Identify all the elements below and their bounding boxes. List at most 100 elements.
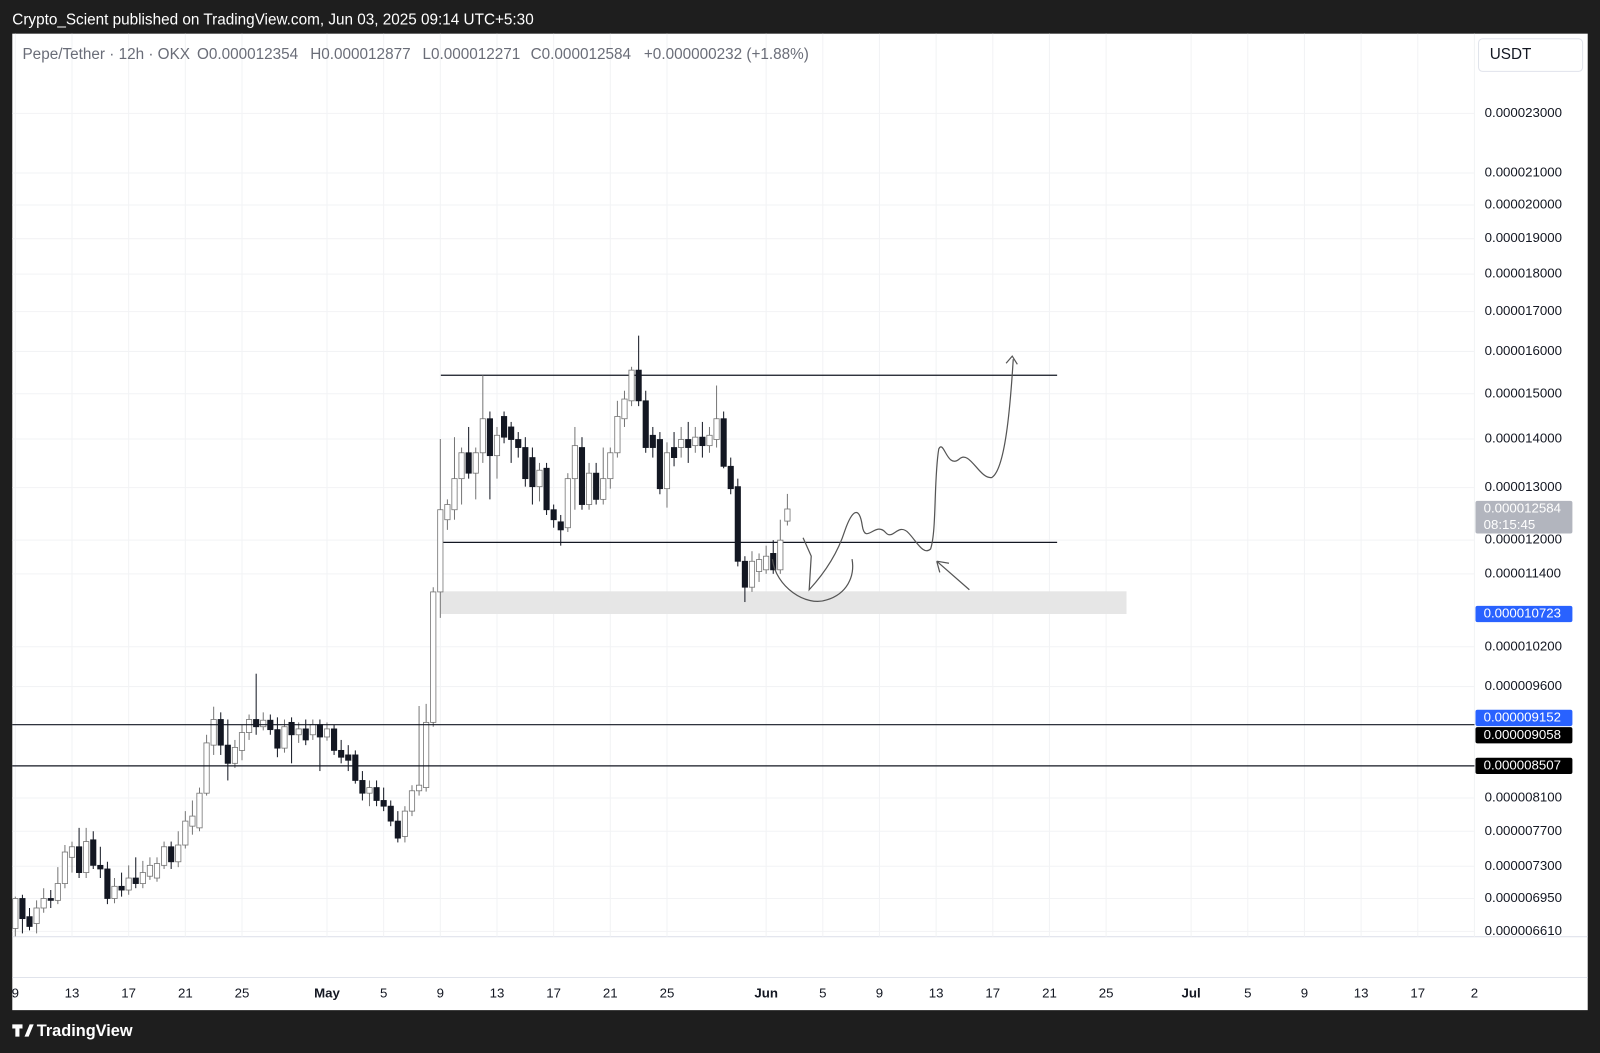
candle-body — [316, 724, 323, 738]
projection-path — [802, 359, 1014, 592]
candle-body — [586, 472, 593, 505]
candle-body — [458, 452, 465, 480]
x-tick-label: 5 — [819, 985, 826, 1000]
candle-body — [33, 907, 40, 924]
grid — [12, 33, 1475, 937]
ohlc-close: C0.000012584 — [531, 46, 632, 63]
candle-body — [323, 728, 331, 738]
chart-panel — [12, 33, 1588, 1011]
publish-info: Crypto_Scient published on TradingView.c… — [12, 11, 533, 28]
candle-body — [352, 754, 359, 781]
y-tick-label: 0.000008100 — [1485, 790, 1562, 805]
y-tick-label: 0.000019000 — [1485, 230, 1562, 245]
candle-body — [593, 472, 600, 500]
candle-body — [600, 478, 607, 500]
candle-body — [260, 719, 267, 728]
candle-body — [678, 439, 685, 448]
currency-label[interactable]: USDT — [1490, 46, 1532, 63]
drawings — [771, 355, 1018, 602]
candle-body — [621, 398, 628, 420]
candle-body — [472, 452, 479, 474]
candle-body — [309, 724, 316, 736]
y-tick-label: 0.000021000 — [1485, 165, 1562, 180]
y-tick-label: 0.000007300 — [1485, 858, 1562, 873]
candle-body — [111, 885, 118, 899]
candle-body — [465, 452, 472, 474]
arrow — [936, 560, 970, 591]
candle-body — [224, 744, 231, 764]
candle-body — [175, 844, 182, 863]
y-tick-label: 0.000006610 — [1485, 923, 1562, 938]
y-tick-label: 0.000009600 — [1485, 678, 1562, 693]
candle-body — [777, 539, 784, 571]
ohlc-high: H0.000012877 — [310, 46, 410, 63]
candle-body — [168, 846, 175, 863]
candle-body — [614, 416, 621, 454]
candle-body — [451, 478, 458, 511]
candle-body — [699, 436, 706, 447]
price-label: 08:15:45 — [1484, 517, 1536, 532]
candle-body — [274, 729, 281, 749]
x-tick-label: 5 — [1244, 985, 1251, 1000]
candle-body — [607, 452, 614, 480]
candle-body — [295, 728, 302, 736]
x-tick-label: 5 — [380, 985, 387, 1000]
candle-body — [373, 787, 380, 801]
candle-body — [401, 810, 408, 837]
candle-body — [146, 864, 153, 877]
candle-body — [182, 820, 189, 846]
candle-body — [529, 457, 536, 488]
footer-logo: TradingView — [12, 1022, 133, 1040]
x-tick-label: 17 — [121, 985, 136, 1000]
currency-button[interactable] — [1478, 38, 1584, 72]
candle-body — [68, 846, 76, 858]
candle-body — [302, 728, 309, 741]
price-label-box — [1475, 605, 1573, 623]
y-tick-label: 0.000023000 — [1485, 105, 1562, 120]
candle-body — [408, 790, 416, 812]
x-tick-label: 21 — [603, 985, 618, 1000]
y-tick-label: 0.000017000 — [1485, 303, 1562, 318]
candle-body — [642, 400, 649, 448]
y-tick-label: 0.000016000 — [1485, 343, 1562, 358]
candle-body — [713, 418, 720, 440]
x-tick-label: 21 — [1042, 985, 1057, 1000]
candle-body — [685, 439, 692, 448]
y-tick-label: 0.000006950 — [1485, 890, 1562, 905]
candle-body — [755, 559, 763, 572]
x-tick-label: 25 — [235, 985, 250, 1000]
logo-mark — [12, 1024, 34, 1037]
candle-body — [741, 560, 748, 588]
candle-body — [387, 805, 394, 822]
price-label: 0.000009152 — [1484, 709, 1561, 724]
candle-body — [366, 787, 373, 794]
symbol: Pepe/Tether · 12h · OKX — [22, 46, 190, 63]
candle-body — [444, 504, 451, 521]
candle-body — [246, 719, 253, 733]
price-label-box — [1475, 727, 1573, 744]
x-tick-label: May — [314, 985, 340, 1000]
candle-body — [578, 447, 586, 505]
candle-body — [40, 898, 47, 909]
candle-body — [231, 746, 238, 764]
candle-body — [161, 846, 168, 866]
candle-body — [571, 445, 578, 480]
candle-body — [423, 721, 430, 788]
candle-body — [61, 851, 68, 884]
candle-body — [54, 883, 61, 901]
x-tick-label: 17 — [985, 985, 1000, 1000]
y-tick-label: 0.000020000 — [1485, 197, 1562, 212]
ohlc-low: L0.000012271 — [422, 46, 520, 63]
x-tick-label: 17 — [1410, 985, 1425, 1000]
arrow-head — [1005, 355, 1018, 365]
candle-body — [104, 868, 111, 899]
candle-body — [748, 560, 756, 588]
candle-body — [501, 416, 508, 438]
x-tick-label: 13 — [929, 985, 944, 1000]
candle-body — [394, 820, 401, 839]
candle-body — [416, 784, 423, 792]
candle-body — [671, 447, 678, 458]
candle-body — [12, 898, 19, 929]
candle-body — [203, 742, 210, 794]
